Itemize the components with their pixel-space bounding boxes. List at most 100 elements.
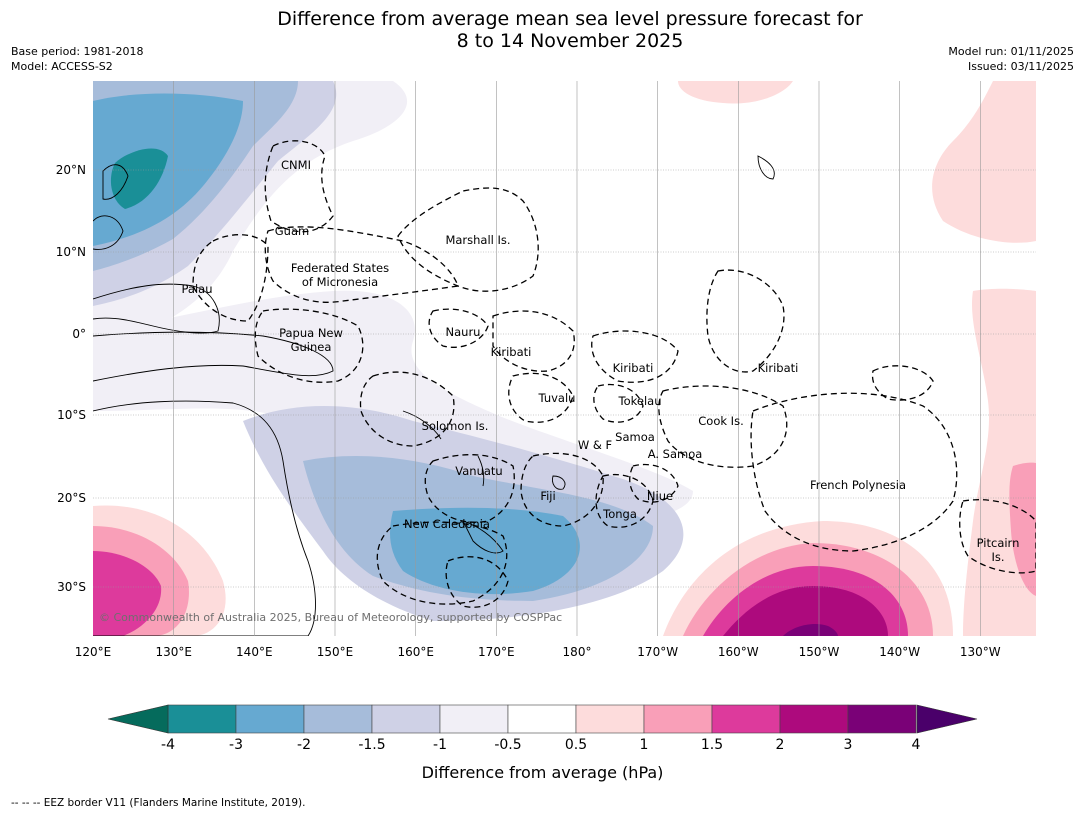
australia-coast bbox=[93, 400, 316, 636]
colorbar-segment bbox=[847, 704, 917, 734]
colorbar-under-arrow bbox=[107, 704, 169, 734]
parallels bbox=[93, 169, 1036, 588]
region-label: Samoa bbox=[615, 430, 655, 444]
eez-pitcairn bbox=[959, 499, 1036, 574]
title-line-2: 8 to 14 November 2025 bbox=[456, 30, 684, 52]
colorbar-segment bbox=[779, 704, 849, 734]
new-guinea-coast bbox=[93, 331, 334, 382]
region-label: New Caledonia bbox=[404, 517, 490, 531]
colorbar-segment bbox=[439, 704, 509, 734]
region-label: Kiribati bbox=[613, 361, 654, 375]
eez-norfolk bbox=[445, 556, 509, 608]
philippines bbox=[102, 164, 129, 200]
colorbar-tick: -2 bbox=[297, 737, 311, 753]
region-label: Tuvalu bbox=[538, 391, 576, 405]
meta-left: Base period: 1981-2018 Model: ACCESS-S2 bbox=[11, 44, 143, 74]
eez-marshall bbox=[397, 187, 539, 292]
colorbar-segment bbox=[167, 704, 237, 734]
region-label: Pitcairn bbox=[977, 536, 1020, 550]
region-label: Nauru bbox=[446, 325, 481, 339]
model-name: Model: ACCESS-S2 bbox=[11, 60, 113, 73]
negative-anomaly-south bbox=[243, 406, 684, 621]
colorbar-tick: -4 bbox=[161, 737, 175, 753]
lat-tick: 10°N bbox=[55, 245, 86, 259]
lon-tick: 170°E bbox=[478, 645, 515, 659]
issued-date: Issued: 03/11/2025 bbox=[967, 60, 1074, 73]
region-label: of Micronesia bbox=[302, 275, 378, 289]
colorbar-tick: 1 bbox=[639, 737, 649, 753]
region-label: Niue bbox=[647, 489, 673, 503]
positive-anomaly-southeast bbox=[663, 521, 953, 636]
lon-tick: 130°E bbox=[155, 645, 192, 659]
region-label: Tokelau bbox=[618, 394, 662, 408]
colorbar-segment bbox=[711, 704, 781, 734]
eez-new-caledonia bbox=[376, 521, 508, 605]
lon-tick: 140°E bbox=[236, 645, 273, 659]
colorbar-segment bbox=[643, 704, 713, 734]
eez-kiribati-phoenix bbox=[591, 330, 679, 383]
region-label: Is. bbox=[991, 550, 1004, 564]
colorbar-label: Difference from average (hPa) bbox=[421, 763, 664, 782]
eez-fsm bbox=[264, 226, 459, 303]
eez-vanuatu bbox=[424, 454, 515, 523]
region-label: Papua New bbox=[279, 326, 343, 340]
negative-anomaly-nw bbox=[93, 81, 408, 343]
lon-tick: 180° bbox=[562, 645, 592, 659]
eez-french-polynesia bbox=[750, 392, 958, 552]
title-line-1: Difference from average mean sea level p… bbox=[277, 8, 863, 30]
colorbar-tick: 2 bbox=[775, 737, 785, 753]
colorbar-tick: 0.5 bbox=[564, 737, 588, 753]
eez-footnote: -- -- -- EEZ border V11 (Flanders Marine… bbox=[11, 797, 306, 809]
chart-title: Difference from average mean sea level p… bbox=[0, 8, 1085, 52]
lat-tick: 0° bbox=[72, 327, 86, 341]
region-label: Solomon Is. bbox=[422, 419, 489, 433]
lon-tick: 160°W bbox=[717, 645, 759, 659]
region-label: Guinea bbox=[291, 340, 332, 354]
region-label: Kiribati bbox=[491, 345, 532, 359]
lon-tick: 150°W bbox=[798, 645, 840, 659]
colorbar-tick: 1.5 bbox=[700, 737, 724, 753]
region-label: Marshall Is. bbox=[445, 233, 510, 247]
region-label: A. Samoa bbox=[648, 447, 703, 461]
colorbar-segment bbox=[303, 704, 373, 734]
model-run: Model run: 01/11/2025 bbox=[948, 45, 1074, 58]
colorbar-segment bbox=[575, 704, 645, 734]
colorbar-segment bbox=[507, 704, 577, 734]
eez-tokelau bbox=[593, 383, 644, 423]
new-guinea-north bbox=[93, 283, 220, 334]
positive-anomaly-east bbox=[678, 81, 1036, 636]
colorbar-over-arrow bbox=[916, 704, 978, 734]
region-label: Cook Is. bbox=[698, 414, 743, 428]
lon-tick: 150°E bbox=[316, 645, 354, 659]
colorbar-segments bbox=[167, 704, 917, 734]
vanuatu-islands bbox=[477, 455, 485, 487]
colorbar-tick: -1.5 bbox=[358, 737, 386, 753]
new-caledonia-island bbox=[462, 520, 504, 554]
philippines-south bbox=[93, 215, 124, 250]
graticule bbox=[173, 81, 981, 636]
lat-tick: 30°S bbox=[57, 580, 86, 594]
region-label: Guam bbox=[275, 224, 309, 238]
colorbar-tick: 3 bbox=[843, 737, 853, 753]
eez-solomon bbox=[359, 371, 455, 447]
region-label: Kiribati bbox=[758, 361, 799, 375]
region-label: W & F bbox=[578, 438, 612, 452]
eez-kiribati-line bbox=[706, 269, 785, 373]
eez-nauru bbox=[428, 308, 489, 348]
base-period: Base period: 1981-2018 bbox=[11, 45, 144, 58]
region-label: Vanuatu bbox=[455, 464, 502, 478]
coastlines bbox=[93, 155, 775, 636]
colorbar-segment bbox=[371, 704, 441, 734]
meta-right: Model run: 01/11/2025 Issued: 03/11/2025 bbox=[948, 44, 1074, 74]
region-label: Palau bbox=[182, 282, 213, 296]
colorbar-tick: -1 bbox=[433, 737, 447, 753]
region-label: Fiji bbox=[540, 489, 555, 503]
lon-tick: 170°W bbox=[637, 645, 679, 659]
colorbar-tick: -3 bbox=[229, 737, 243, 753]
lat-tick: 20°S bbox=[57, 491, 86, 505]
fiji-islands bbox=[552, 475, 566, 490]
lon-tick: 140°W bbox=[879, 645, 921, 659]
eez-png bbox=[254, 308, 364, 383]
copyright-notice: © Commonwealth of Australia 2025, Bureau… bbox=[99, 611, 562, 624]
